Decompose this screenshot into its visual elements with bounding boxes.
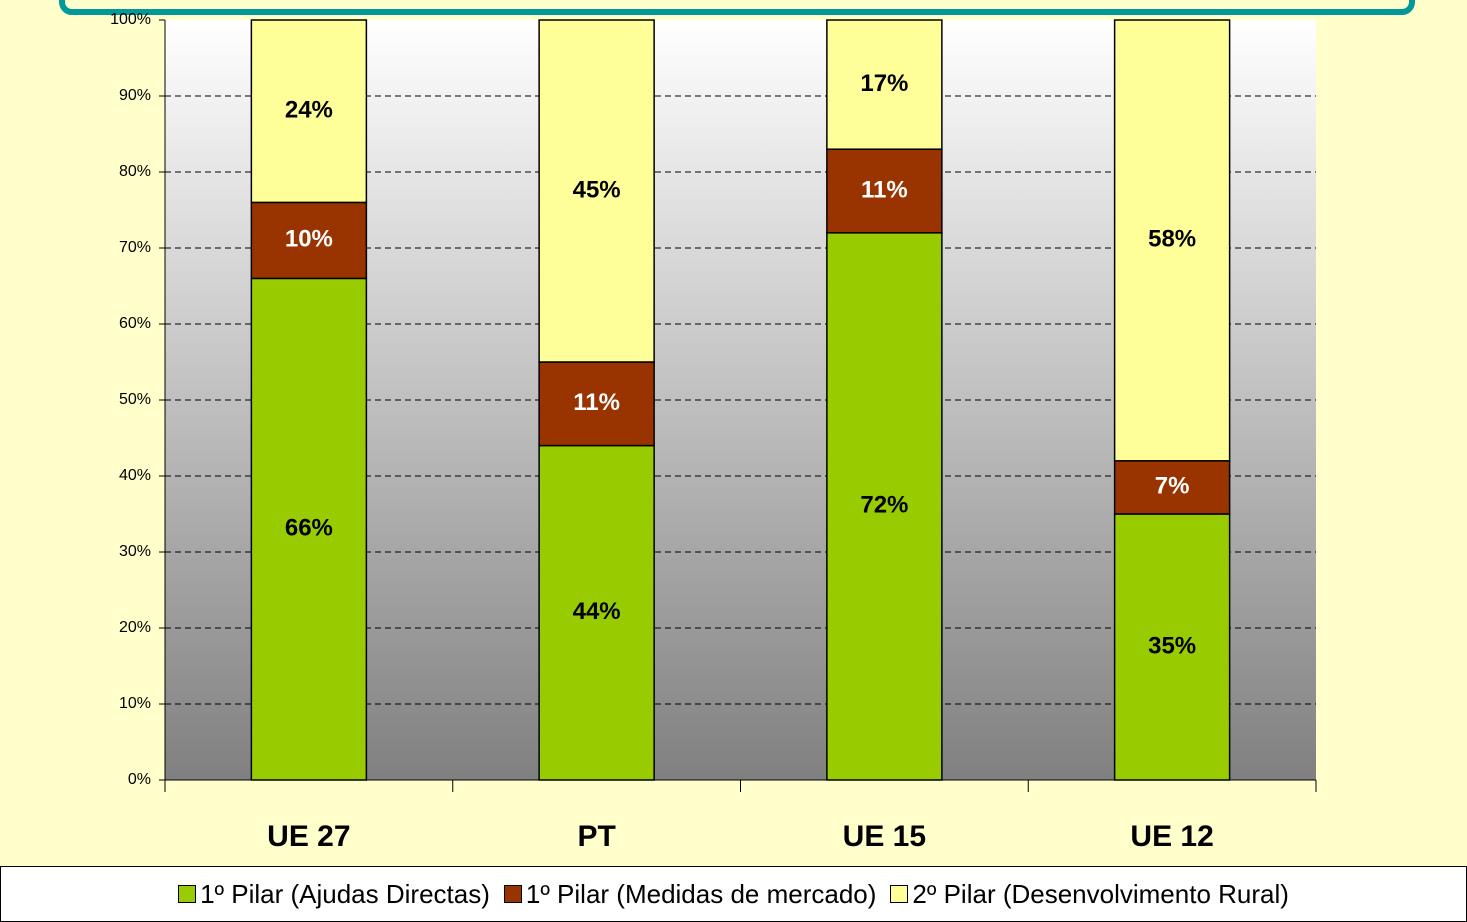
- y-tick-label: 0%: [128, 771, 151, 788]
- x-tick-label: PT: [577, 820, 615, 853]
- y-tick-label: 50%: [119, 391, 151, 408]
- x-tick-label: UE 15: [843, 820, 926, 853]
- header-frame: [59, 0, 1415, 15]
- legend-label: 2º Pilar (Desenvolvimento Rural): [912, 878, 1289, 909]
- legend-swatch: [890, 885, 909, 903]
- data-label: 44%: [573, 598, 621, 625]
- data-label: 10%: [285, 226, 333, 253]
- bar-segment: [538, 19, 655, 363]
- y-tick-label: 90%: [119, 87, 151, 104]
- y-tick-label: 30%: [119, 543, 151, 560]
- bar-segment: [826, 148, 943, 234]
- legend-swatch: [178, 885, 197, 903]
- data-label: 58%: [1148, 226, 1196, 253]
- legend-item: 1º Pilar (Ajudas Directas): [178, 879, 490, 910]
- legend-item: 1º Pilar (Medidas de mercado): [503, 878, 877, 910]
- bar-segment: [250, 277, 368, 781]
- chart: 0% 10% 20% 30% 40% 50% 60% 70% 80% 90% 100% UE 27 66…: [59, 0, 1415, 853]
- data-label: 11%: [861, 176, 908, 203]
- bar-segment: [826, 19, 943, 150]
- data-label: 7%: [1155, 473, 1190, 500]
- bar-segment: [250, 19, 368, 204]
- data-label: 24%: [285, 97, 333, 124]
- bar-segment: [826, 232, 943, 781]
- bar-segment: [538, 361, 655, 447]
- data-label: 72%: [860, 492, 908, 519]
- bar-segment: [538, 444, 655, 781]
- legend-item: 2º Pilar (Desenvolvimento Rural): [890, 879, 1289, 910]
- bar-segment: [1113, 19, 1231, 462]
- y-tick-label: 60%: [119, 315, 151, 332]
- data-label: 17%: [860, 70, 908, 97]
- legend-swatch: [503, 885, 522, 903]
- legend-label: 1º Pilar (Ajudas Directas): [200, 878, 490, 909]
- y-tick-label: 100%: [110, 11, 151, 28]
- legend: 1º Pilar (Ajudas Directas) 1º Pilar (Medi…: [0, 866, 1467, 922]
- bar-segment: [1113, 460, 1231, 515]
- data-label: 45%: [573, 176, 621, 203]
- data-label: 11%: [573, 389, 620, 416]
- y-tick-label: 70%: [119, 239, 151, 256]
- y-tick-label: 10%: [119, 695, 151, 712]
- legend-label: 1º Pilar (Medidas de mercado): [525, 878, 877, 909]
- bar-segment: [1113, 513, 1231, 781]
- data-label: 66%: [285, 515, 333, 542]
- x-tick-label: UE 27: [267, 820, 350, 853]
- bar-segment: [250, 201, 368, 280]
- y-tick-label: 80%: [119, 163, 151, 180]
- y-tick-label: 40%: [119, 467, 151, 484]
- x-tick-label: UE 12: [1130, 820, 1213, 853]
- y-tick-label: 20%: [119, 619, 151, 636]
- data-label: 35%: [1148, 632, 1196, 659]
